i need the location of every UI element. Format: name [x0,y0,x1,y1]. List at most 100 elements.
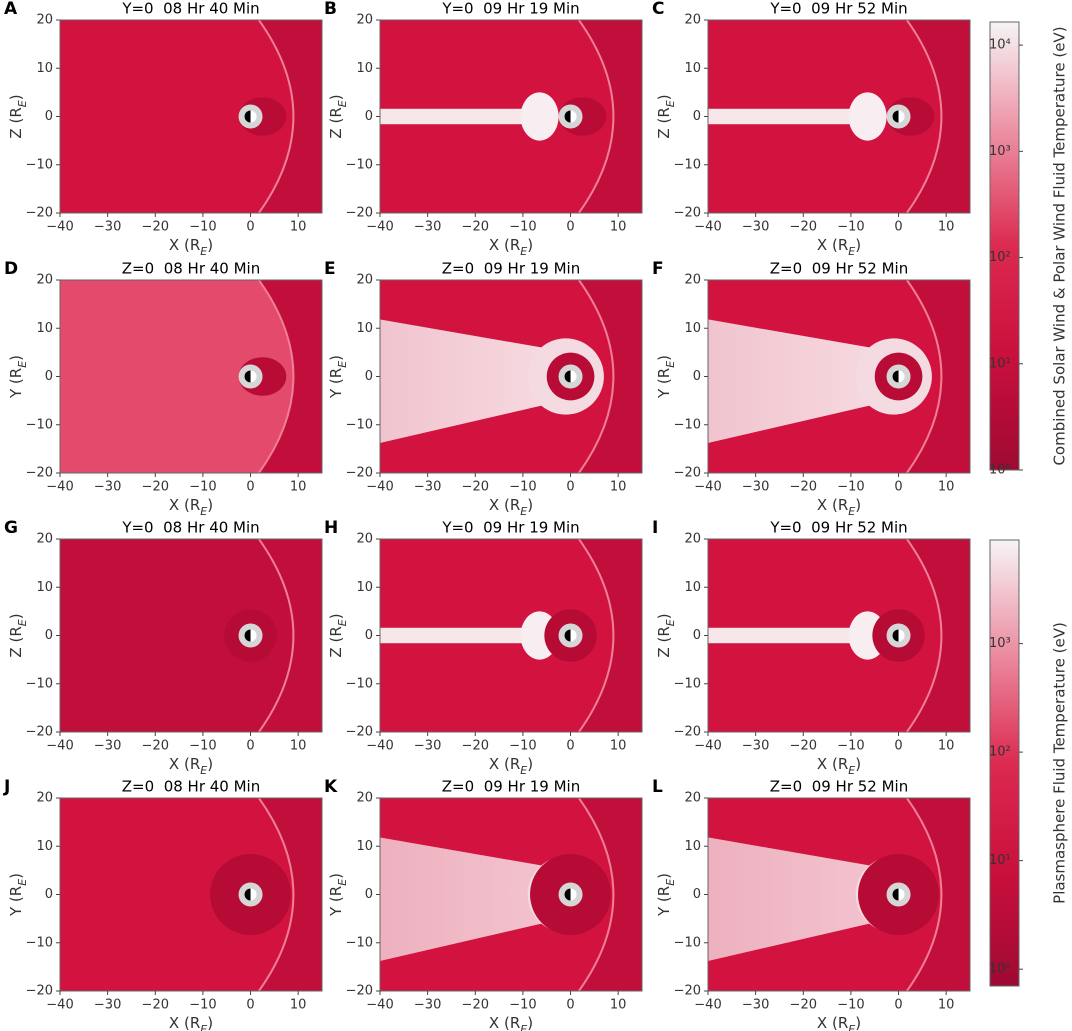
y-tick-label: 0 [45,628,53,643]
solar-wind-region [906,280,970,473]
bow-shock [577,539,615,732]
panel-title: Y=0 09 Hr 19 Min [441,0,579,18]
earth-night [892,110,899,123]
solar-wind-region [578,798,642,991]
panel: −40 −30 −20 −10 0 10 −20 −10 0 10 20 X (RE) Y (RE) Z=… [652,259,971,518]
x-tick-label: 10 [290,739,307,754]
axis-label: Y (RE) [655,873,677,917]
colorbar-gradient [989,21,1020,471]
tail-sheet [380,108,538,125]
x-tick-label: −20 [462,480,489,495]
x-tick-label: −20 [462,998,489,1013]
x-tick-label: −10 [509,739,536,754]
y-tick-label: 20 [36,791,53,806]
y-tick-label: −10 [26,676,53,691]
colorbar-tick-label: 10⁰ [989,962,1011,977]
bow-shock [905,20,943,213]
panel: −40 −30 −20 −10 0 10 −20 −10 0 10 20 X (RE) Z (RE) Y=… [4,518,323,777]
y-tick-label: −20 [674,984,701,999]
y-tick-label: −10 [346,676,373,691]
y-tick-label: 10 [356,321,373,336]
tail-fan [708,319,870,443]
x-tick-label: −30 [742,220,769,235]
field-image [380,798,642,991]
field-image [708,280,970,473]
x-tick-label: 10 [290,998,307,1013]
y-tick-label: −20 [26,466,53,481]
x-tick-label: −30 [94,739,121,754]
x-tick-label: −10 [837,998,864,1013]
bow-shock [577,20,615,213]
solar-wind-region [258,20,322,213]
axis-label: X (RE) [489,236,533,258]
y-tick-label: 10 [36,321,53,336]
y-tick-label: 10 [356,61,373,76]
panel-letter: B [324,0,337,19]
x-tick-label: −20 [142,220,169,235]
panel: −40 −30 −20 −10 0 10 −20 −10 0 10 20 X (RE) Y (RE) Z=… [324,259,643,518]
y-tick-label: 20 [684,532,701,547]
x-tick-label: −20 [142,739,169,754]
y-tick-label: 0 [45,369,53,384]
axis-label: X (RE) [817,236,861,258]
axis-label: Z (RE) [327,94,349,138]
axis-label: X (RE) [817,755,861,777]
x-tick-label: 10 [610,739,627,754]
y-tick-label: −10 [346,417,373,432]
y-tick-label: 0 [693,887,701,902]
x-tick-label: 0 [894,739,902,754]
x-tick-label: −30 [414,480,441,495]
solar-wind-region [578,20,642,213]
panel-title: Y=0 08 Hr 40 Min [121,0,259,18]
colorbar-tick-label: 10⁴ [989,38,1011,53]
tail-sheet [708,627,866,644]
axis-label: Y (RE) [327,355,349,399]
earth-night [564,888,571,901]
earth-night [244,888,251,901]
axis-label: X (RE) [169,236,213,258]
tail-fan [380,837,542,961]
y-tick-label: 0 [365,109,373,124]
tail-fan [708,837,870,961]
x-tick-label: −40 [366,220,393,235]
bow-shock [577,798,615,991]
axis-label: X (RE) [489,496,533,518]
y-tick-label: 0 [693,109,701,124]
x-tick-label: −30 [414,220,441,235]
solar-wind-region [906,539,970,732]
bow-shock [257,20,295,213]
colorbar: 10⁰ 10¹ 10² 10³ Plasmasphere Fluid Temperatu… [989,539,1069,987]
panel-title: Z=0 08 Hr 40 Min [122,778,260,796]
x-tick-label: −30 [94,220,121,235]
y-tick-label: −20 [346,725,373,740]
y-tick-label: −10 [346,935,373,950]
x-tick-label: 0 [566,739,574,754]
x-tick-label: −40 [694,480,721,495]
axis-label: X (RE) [169,1014,213,1031]
x-tick-label: 10 [938,480,955,495]
x-tick-label: −10 [509,998,536,1013]
x-tick-label: 0 [894,998,902,1013]
panel-title: Z=0 09 Hr 19 Min [442,260,580,278]
x-tick-label: 0 [246,998,254,1013]
x-tick-label: −30 [414,998,441,1013]
x-tick-label: 10 [610,998,627,1013]
y-tick-label: 10 [684,839,701,854]
y-tick-label: 20 [684,273,701,288]
x-tick-label: −20 [462,220,489,235]
x-tick-label: −20 [462,739,489,754]
axis-label: Y (RE) [327,873,349,917]
x-tick-label: 0 [246,220,254,235]
x-tick-label: −40 [46,998,73,1013]
x-tick-label: −40 [46,480,73,495]
panel-letter: L [652,777,663,797]
colorbar-gradient [989,539,1020,987]
axis-label: X (RE) [489,1014,533,1031]
x-tick-label: 0 [246,480,254,495]
panel-title: Z=0 09 Hr 19 Min [442,778,580,796]
x-tick-label: 10 [610,480,627,495]
y-tick-label: −20 [674,466,701,481]
x-tick-label: −40 [366,480,393,495]
panel-letter: D [4,259,18,279]
earth-night [564,370,571,383]
